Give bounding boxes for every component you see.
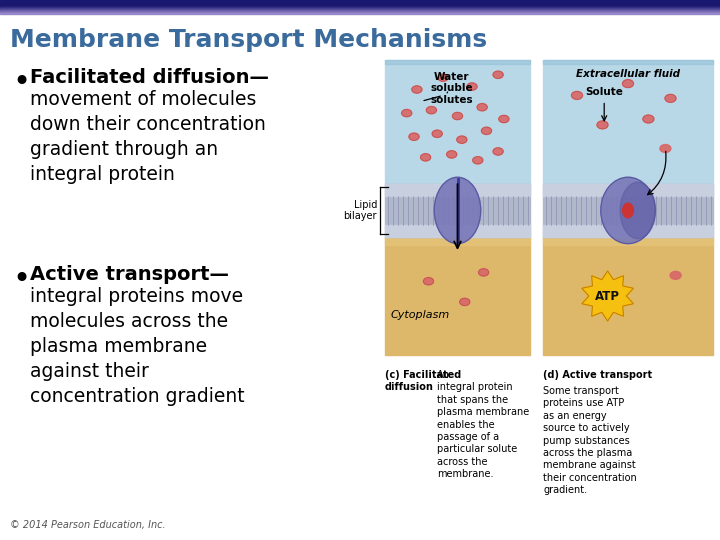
Bar (543, 60, 713, 64)
Ellipse shape (420, 154, 431, 161)
Polygon shape (582, 271, 634, 321)
Ellipse shape (493, 71, 503, 78)
Text: •: • (12, 265, 30, 294)
Bar (543, 184, 713, 195)
Ellipse shape (456, 136, 467, 143)
Ellipse shape (473, 157, 483, 164)
Bar (543, 237, 713, 245)
Bar (543, 184, 713, 237)
Text: movement of molecules
down their concentration
gradient through an
integral prot: movement of molecules down their concent… (30, 90, 266, 184)
Ellipse shape (402, 110, 412, 117)
Ellipse shape (623, 79, 634, 87)
Ellipse shape (572, 91, 582, 99)
Ellipse shape (479, 269, 489, 276)
Text: ATP: ATP (595, 289, 620, 302)
Text: Cytoplasm: Cytoplasm (391, 309, 450, 320)
Ellipse shape (426, 106, 436, 114)
Text: integral proteins move
molecules across the
plasma membrane
against their
concen: integral proteins move molecules across … (30, 287, 245, 406)
Ellipse shape (493, 148, 503, 155)
Bar (385, 60, 530, 64)
Ellipse shape (620, 182, 655, 239)
Text: Water
soluble
solutes: Water soluble solutes (431, 72, 473, 105)
Ellipse shape (665, 94, 676, 102)
Bar (0, 10, 720, 11)
Bar (385, 237, 530, 245)
Bar (0, 11, 720, 12)
Ellipse shape (438, 74, 448, 82)
Ellipse shape (452, 112, 462, 120)
Ellipse shape (643, 115, 654, 123)
Ellipse shape (660, 145, 671, 152)
Ellipse shape (477, 104, 487, 111)
Bar (0, 13, 720, 14)
Text: Some transport
proteins use ATP
as an energy
source to actively
pump substances
: Some transport proteins use ATP as an en… (543, 386, 636, 495)
Ellipse shape (459, 298, 470, 306)
Bar (0, 12, 720, 13)
Bar (0, 1, 720, 2)
Bar (385, 237, 530, 355)
Text: Facilitated diffusion—: Facilitated diffusion— (30, 68, 269, 87)
Bar (0, 3, 720, 4)
Bar (385, 60, 530, 184)
Ellipse shape (670, 272, 681, 279)
Text: •: • (12, 68, 30, 97)
Bar (385, 184, 530, 237)
Bar (0, 8, 720, 9)
Bar (0, 2, 720, 3)
Bar (385, 225, 530, 237)
Ellipse shape (482, 127, 492, 134)
Bar (0, 0, 720, 1)
Ellipse shape (412, 86, 422, 93)
Ellipse shape (432, 130, 442, 137)
Bar (543, 237, 713, 355)
Ellipse shape (467, 83, 477, 90)
Bar (0, 7, 720, 8)
Text: © 2014 Pearson Education, Inc.: © 2014 Pearson Education, Inc. (10, 520, 166, 530)
Text: (c) Facilitated
diffusion: (c) Facilitated diffusion (385, 370, 462, 392)
Bar (543, 225, 713, 237)
Text: Lipid
bilayer: Lipid bilayer (343, 200, 377, 221)
Ellipse shape (597, 121, 608, 129)
Bar (543, 60, 713, 184)
Text: Solute: Solute (585, 86, 623, 97)
Ellipse shape (499, 116, 509, 123)
Ellipse shape (423, 278, 433, 285)
Ellipse shape (409, 133, 419, 140)
Bar (0, 6, 720, 7)
Bar (0, 5, 720, 6)
Ellipse shape (623, 203, 634, 218)
Text: (d) Active transport: (d) Active transport (543, 370, 652, 380)
Bar (0, 9, 720, 10)
Ellipse shape (600, 177, 655, 244)
Text: Extracellular fluid: Extracellular fluid (576, 69, 680, 79)
Ellipse shape (446, 151, 456, 158)
Text: Membrane Transport Mechanisms: Membrane Transport Mechanisms (10, 28, 487, 52)
Text: Active transport—: Active transport— (30, 265, 229, 284)
Bar (0, 4, 720, 5)
Bar (385, 184, 530, 195)
Ellipse shape (434, 177, 481, 244)
Text: An
integral protein
that spans the
plasma membrane
enables the
passage of a
part: An integral protein that spans the plasm… (437, 370, 529, 479)
